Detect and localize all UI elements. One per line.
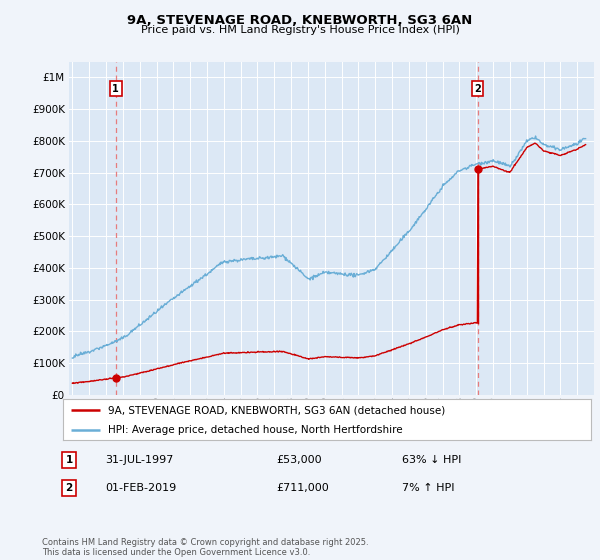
Text: Price paid vs. HM Land Registry's House Price Index (HPI): Price paid vs. HM Land Registry's House …	[140, 25, 460, 35]
Text: £53,000: £53,000	[276, 455, 322, 465]
Text: HPI: Average price, detached house, North Hertfordshire: HPI: Average price, detached house, Nort…	[108, 424, 403, 435]
Text: 01-FEB-2019: 01-FEB-2019	[105, 483, 176, 493]
Text: 31-JUL-1997: 31-JUL-1997	[105, 455, 173, 465]
Text: 1: 1	[112, 83, 119, 94]
Text: 1: 1	[65, 455, 73, 465]
Text: 2: 2	[474, 83, 481, 94]
Text: 63% ↓ HPI: 63% ↓ HPI	[402, 455, 461, 465]
Text: 2: 2	[65, 483, 73, 493]
Text: 9A, STEVENAGE ROAD, KNEBWORTH, SG3 6AN (detached house): 9A, STEVENAGE ROAD, KNEBWORTH, SG3 6AN (…	[108, 405, 445, 415]
Text: 7% ↑ HPI: 7% ↑ HPI	[402, 483, 455, 493]
Text: Contains HM Land Registry data © Crown copyright and database right 2025.
This d: Contains HM Land Registry data © Crown c…	[42, 538, 368, 557]
Text: 9A, STEVENAGE ROAD, KNEBWORTH, SG3 6AN: 9A, STEVENAGE ROAD, KNEBWORTH, SG3 6AN	[127, 14, 473, 27]
Text: £711,000: £711,000	[276, 483, 329, 493]
